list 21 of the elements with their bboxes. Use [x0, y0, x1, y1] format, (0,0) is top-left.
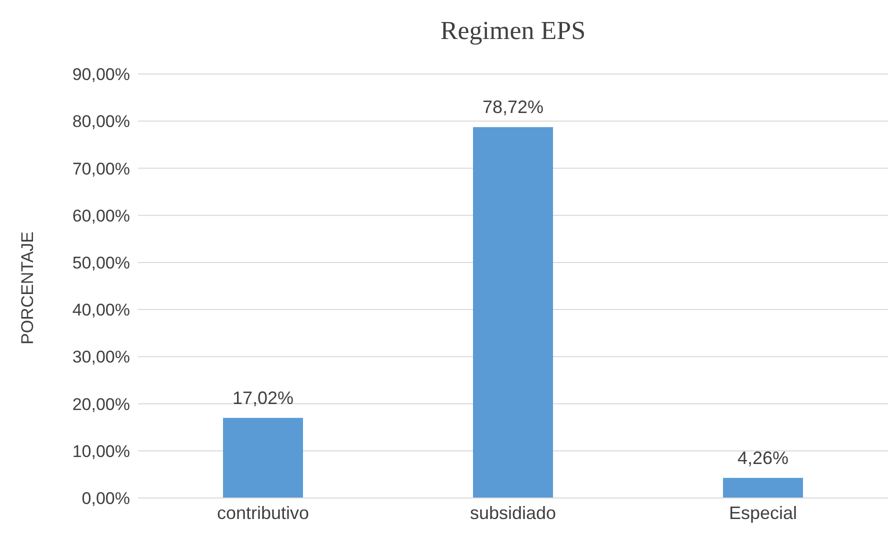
y-tick-label: 0,00% — [82, 489, 130, 508]
bar — [223, 418, 303, 498]
data-label: 4,26% — [737, 448, 789, 468]
x-tick-label: Especial — [728, 502, 798, 523]
x-tick-label: subsidiado — [470, 502, 556, 523]
y-tick-label: 70,00% — [72, 159, 130, 178]
y-tick-label: 90,00% — [72, 65, 130, 84]
data-label: 78,72% — [482, 97, 544, 118]
y-tick-label: 10,00% — [72, 442, 130, 461]
y-tick-label: 50,00% — [72, 253, 130, 272]
data-label: 17,02% — [232, 388, 294, 408]
bar — [473, 127, 553, 498]
y-tick-label: 60,00% — [72, 206, 130, 226]
y-tick-label: 20,00% — [72, 394, 130, 414]
y-tick-label: 40,00% — [72, 300, 130, 320]
y-axis-title: PORCENTAJE — [18, 231, 38, 345]
chart-title: Regimen EPS — [439, 16, 587, 46]
y-tick-label: 30,00% — [72, 348, 130, 367]
x-tick-label: contributivo — [216, 502, 310, 523]
y-tick-label: 80,00% — [72, 112, 130, 132]
bar — [723, 478, 803, 498]
